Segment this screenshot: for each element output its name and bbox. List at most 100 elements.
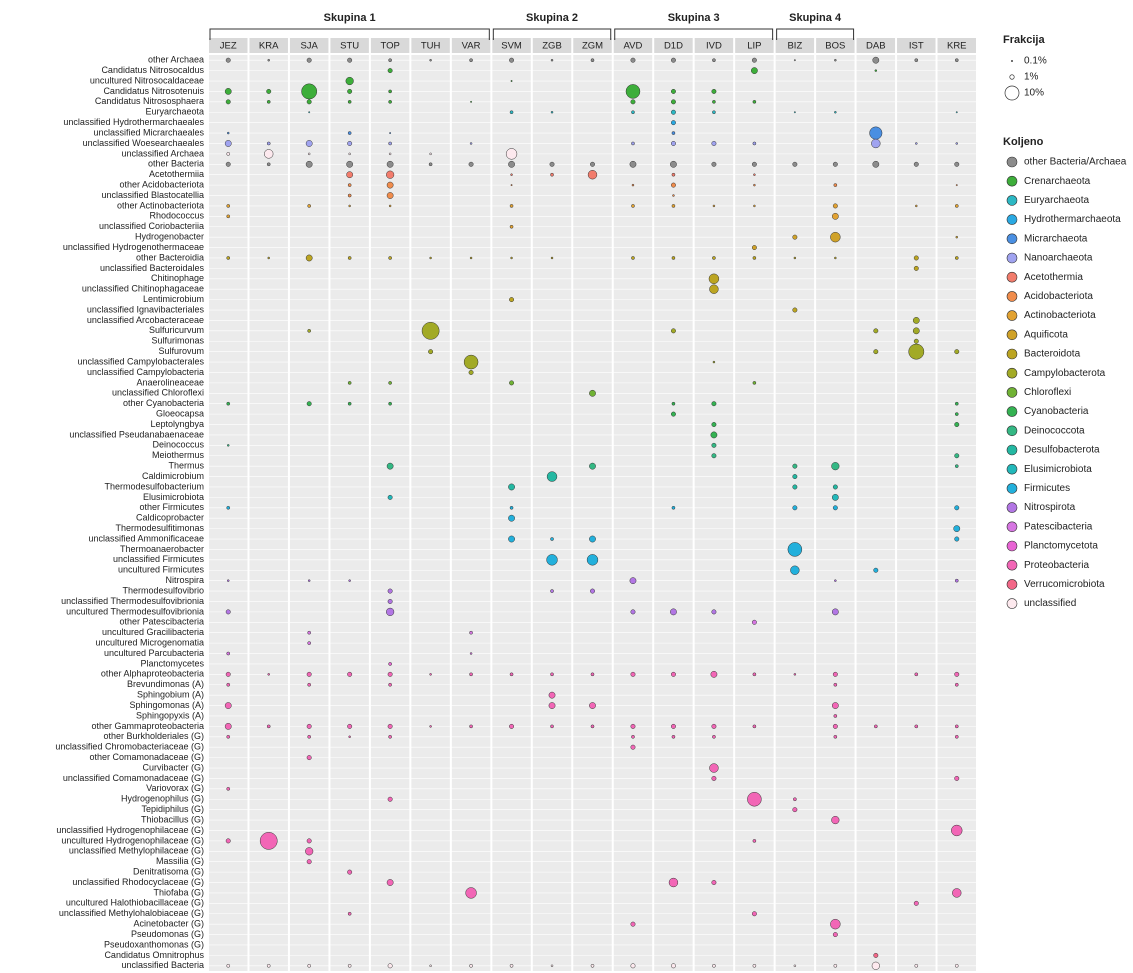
taxon-label: unclassified Firmicutes (113, 554, 205, 564)
bubble (469, 630, 473, 635)
bubble (429, 256, 432, 260)
bubble (387, 796, 393, 802)
bubble (629, 160, 637, 168)
bubble (307, 579, 311, 582)
bubble (954, 682, 959, 687)
taxon-label: Candidatus Nitrosocaldus (101, 65, 204, 75)
bubble (751, 67, 758, 74)
bubble (508, 535, 515, 543)
strip (492, 38, 531, 53)
bubble (510, 173, 513, 176)
bubble (874, 724, 878, 729)
bubble (226, 401, 231, 406)
panel (775, 55, 815, 971)
bubble (421, 322, 440, 340)
bubble (954, 204, 959, 208)
color-key-label: Acetothermia (1024, 272, 1083, 283)
color-key (1006, 540, 1018, 552)
bubble (548, 691, 556, 699)
bubble (711, 880, 717, 885)
bubble (752, 100, 757, 104)
color-key-label: Nanoarchaeota (1024, 253, 1093, 264)
color-key (1006, 175, 1018, 187)
site-label: VAR (462, 41, 481, 52)
bubble (670, 411, 676, 417)
taxon-label: other Bacteria (148, 159, 204, 169)
taxon-label: other Acidobacteriota (119, 179, 204, 189)
bubble (226, 734, 231, 739)
bubble (306, 723, 312, 729)
taxon-label: Sulfurimonas (151, 336, 204, 346)
taxon-label: unclassified Bacteroidales (100, 263, 205, 273)
bubble (954, 536, 960, 542)
site-label: ZGM (582, 41, 603, 52)
strip (694, 38, 734, 53)
bubble (548, 702, 556, 709)
bubble (954, 963, 959, 968)
bubble (630, 57, 636, 63)
bubble (266, 162, 271, 167)
color-key (1006, 559, 1018, 571)
taxon-label: Deinococcus (152, 440, 204, 450)
strip (937, 38, 976, 53)
bubble (510, 256, 513, 260)
taxon-label: Sulfurovum (158, 346, 204, 356)
bubble (306, 838, 312, 844)
bubble (631, 256, 635, 260)
panel (532, 55, 572, 971)
size-key-label: 0.1% (1024, 56, 1047, 67)
bubble (871, 138, 881, 149)
site-label: LIP (747, 41, 761, 52)
color-key-label: other Bacteria/Archaea (1024, 157, 1127, 168)
bubble (469, 652, 473, 655)
strip (897, 38, 936, 53)
taxon-label: unclassified Chitinophagaceae (82, 284, 204, 294)
bubble (429, 725, 432, 728)
color-key-label: Desulfobacterota (1024, 445, 1100, 456)
bubble (226, 152, 231, 156)
bubble (787, 542, 803, 557)
bubble (792, 807, 798, 813)
group-label: Skupina 2 (526, 12, 578, 24)
taxon-label: Thiofaba (G) (153, 887, 204, 897)
panel (370, 55, 410, 971)
bubble (347, 57, 353, 63)
bubble (832, 203, 838, 209)
color-key-label: Aquificota (1024, 329, 1068, 340)
bubble (711, 88, 717, 94)
bubble (348, 204, 351, 208)
color-key (1006, 329, 1018, 341)
bubble (630, 671, 636, 677)
bubble (914, 724, 919, 729)
taxon-label: unclassified Ammonificaceae (88, 533, 204, 543)
bubble (301, 83, 318, 100)
bubble (388, 682, 392, 687)
bubble (429, 673, 432, 676)
bubble (751, 911, 757, 917)
bubble (509, 110, 514, 115)
bubble (386, 879, 394, 886)
color-key-label: Chloroflexi (1024, 387, 1071, 398)
size-key (1009, 74, 1015, 80)
group-bracket (492, 28, 612, 40)
bubble (831, 608, 839, 616)
bubble (832, 161, 838, 167)
bubble (834, 111, 837, 114)
bubble (266, 963, 271, 968)
taxon-label: Euryarchaeota (145, 107, 204, 117)
bubble (307, 152, 311, 156)
bubble (751, 245, 757, 251)
bubble (226, 204, 231, 208)
bubble (873, 952, 879, 958)
bubble (463, 354, 479, 370)
bubble (792, 463, 798, 469)
bubble (752, 672, 757, 677)
bubble (751, 619, 757, 625)
site-label: SVM (501, 41, 522, 52)
taxon-label: other Firmicutes (139, 502, 204, 512)
taxon-label: unclassified Campylobacteria (87, 367, 204, 377)
taxon-label: Thermodesulfovibrio (122, 585, 204, 595)
color-key-label: Verrucomicrobiota (1024, 579, 1105, 590)
taxon-label: Hydrogenobacter (135, 232, 204, 242)
color-key (1006, 502, 1018, 513)
